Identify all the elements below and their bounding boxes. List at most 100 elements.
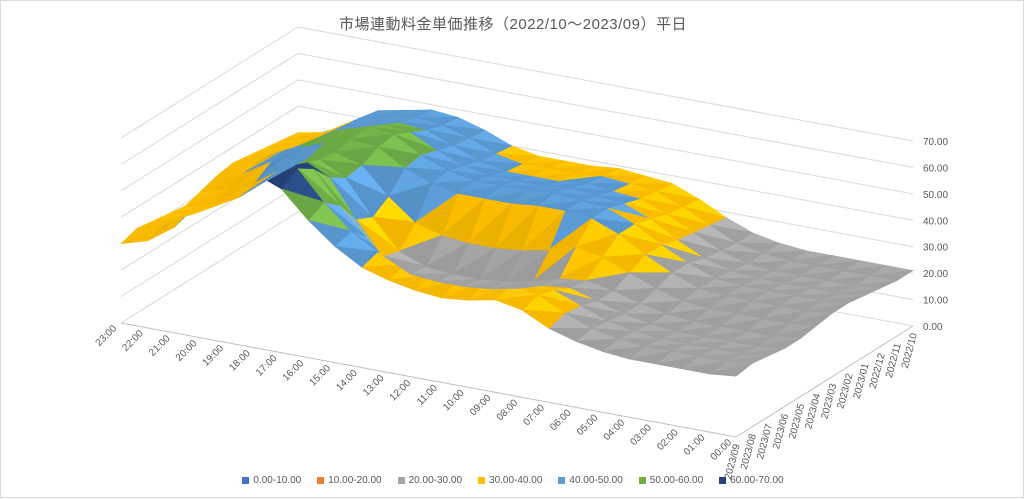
x-tick-label: 07:00	[521, 402, 547, 428]
surface-facet	[564, 312, 609, 329]
surface-facet	[468, 137, 513, 154]
surface-facet	[431, 180, 475, 194]
surface-facet	[575, 233, 619, 258]
surface-facet	[816, 260, 860, 272]
surface-facet	[634, 223, 678, 245]
surface-facet	[650, 320, 694, 332]
surface-facet	[553, 289, 598, 306]
surface-facet	[703, 330, 748, 342]
x-tick-label: 22:00	[120, 328, 146, 354]
surface-facet	[308, 138, 352, 158]
z-tick-label: 40.00	[923, 216, 948, 227]
surface-facet	[708, 363, 753, 377]
x-tick-label: 20:00	[174, 338, 200, 364]
surface-facet	[554, 192, 598, 201]
x-tick: 21:00	[147, 333, 173, 359]
surface-facet	[318, 159, 363, 178]
x-tick: 04:00	[602, 417, 628, 443]
surface-facet	[377, 146, 422, 168]
surface-facet	[227, 161, 272, 191]
surface-facet	[628, 350, 673, 365]
surface-facet	[169, 205, 213, 214]
surface-facet	[233, 151, 277, 163]
x-tick: 01:00	[682, 432, 708, 458]
x-tick-label: 08:00	[495, 397, 521, 423]
surface-facet	[521, 210, 566, 251]
surface-facet	[655, 190, 700, 207]
surface-facet	[495, 153, 540, 164]
surface-facet	[152, 212, 197, 222]
legend-item: 40.00-50.00	[558, 475, 623, 486]
surface-facet	[393, 133, 438, 156]
surface-facet	[602, 175, 646, 184]
x-tick-label: 11:00	[415, 383, 440, 408]
surface-facet	[623, 313, 668, 325]
surface-facet	[238, 168, 283, 198]
surface-facet	[308, 121, 352, 141]
surface-facet	[505, 249, 550, 282]
x-tick: 11:00	[415, 383, 440, 408]
legend-swatch	[317, 477, 325, 484]
surface-facet	[345, 117, 390, 126]
surface-facet	[591, 328, 635, 340]
surface-facet	[746, 260, 791, 272]
surface-facet	[736, 242, 780, 254]
surface-facet	[645, 254, 689, 274]
x-tick: 17:00	[254, 353, 280, 379]
surface-facet	[452, 247, 496, 280]
surface-facet	[671, 348, 716, 357]
surface-facet	[580, 200, 625, 209]
surface-facet	[494, 294, 539, 311]
surface-facet	[318, 117, 363, 137]
surface-facet	[564, 207, 609, 219]
surface-facet	[147, 208, 191, 241]
surface-facet	[415, 193, 459, 236]
surface-facet	[457, 185, 502, 199]
surface-facet	[329, 176, 373, 220]
legend-label: 40.00-50.00	[569, 475, 623, 486]
surface-facet	[441, 198, 486, 244]
x-tick: 19:00	[201, 343, 227, 369]
surface-facet	[415, 117, 459, 126]
surface-facet	[425, 129, 470, 146]
surface-facet	[596, 300, 641, 314]
surface-facet	[751, 295, 796, 307]
surface-facet	[340, 205, 384, 256]
surface-facet	[302, 158, 347, 178]
surface-facet	[372, 216, 416, 252]
surface-facet	[548, 165, 593, 174]
legend-swatch	[638, 477, 646, 484]
x-tick-label: 14:00	[334, 368, 360, 394]
surface-facet	[671, 272, 716, 289]
x-tick: 20:00	[174, 338, 200, 364]
y-tick-label: 2022/10	[900, 332, 920, 370]
x-tick-label: 03:00	[628, 422, 654, 448]
surface-facet	[414, 279, 459, 299]
surface-facet	[735, 305, 780, 319]
surface-facet	[468, 284, 512, 301]
x-tick-label: 06:00	[548, 407, 574, 433]
surface-facet	[201, 172, 245, 191]
legend-item: 20.00-30.00	[397, 475, 463, 486]
legend-swatch	[478, 477, 486, 484]
gridline	[120, 79, 914, 195]
surface-facet	[334, 146, 379, 166]
surface-facet	[853, 280, 898, 289]
surface-facet	[489, 280, 534, 290]
surface-facet	[120, 225, 165, 244]
surface-facet	[382, 255, 427, 275]
surface-facet	[655, 287, 700, 302]
surface-facet	[677, 239, 721, 259]
gridline	[120, 26, 914, 142]
gridline	[120, 105, 914, 221]
legend-item: 60.00-70.00	[719, 475, 784, 486]
surface-facet	[297, 129, 341, 149]
legend-label: 20.00-30.00	[408, 475, 463, 486]
legend: 0.00-10.00 10.00-20.00 20.00-30.00 30.00-40…	[1, 475, 1024, 486]
surface-facet	[644, 343, 689, 352]
surface-facet	[388, 274, 432, 291]
surface-facet	[350, 133, 395, 148]
surface-facet	[650, 218, 694, 240]
x-tick: 02:00	[655, 427, 681, 453]
surface-facet	[837, 287, 882, 296]
